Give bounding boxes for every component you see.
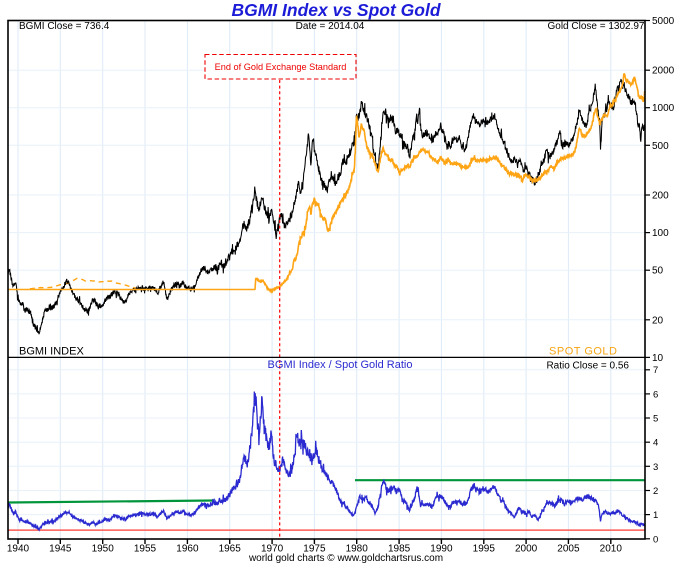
- svg-text:3: 3: [653, 462, 658, 473]
- svg-text:Ratio Close = 0.56: Ratio Close = 0.56: [546, 361, 629, 372]
- svg-text:BGMI Close = 736.4: BGMI Close = 736.4: [19, 21, 110, 32]
- svg-text:1950: 1950: [92, 544, 115, 555]
- svg-text:200: 200: [652, 191, 669, 202]
- svg-text:1995: 1995: [473, 544, 496, 555]
- svg-text:0: 0: [653, 534, 658, 545]
- svg-text:1955: 1955: [134, 544, 157, 555]
- svg-text:1990: 1990: [430, 544, 453, 555]
- svg-text:2000: 2000: [652, 66, 675, 77]
- svg-text:1960: 1960: [176, 544, 199, 555]
- svg-text:1000: 1000: [652, 103, 675, 114]
- svg-text:10: 10: [652, 353, 664, 364]
- svg-text:1: 1: [653, 510, 658, 521]
- svg-text:7: 7: [653, 365, 658, 376]
- svg-text:500: 500: [652, 141, 669, 152]
- svg-text:1985: 1985: [388, 544, 411, 555]
- svg-text:1945: 1945: [49, 544, 72, 555]
- svg-text:2005: 2005: [557, 544, 580, 555]
- svg-text:1965: 1965: [219, 544, 242, 555]
- svg-text:2000: 2000: [515, 544, 538, 555]
- svg-text:1970: 1970: [261, 544, 284, 555]
- svg-text:Date = 2014.04: Date = 2014.04: [296, 21, 365, 32]
- svg-text:BGMI Index / Spot Gold Ratio: BGMI Index / Spot Gold Ratio: [268, 359, 413, 371]
- svg-text:Gold Close = 1302.97: Gold Close = 1302.97: [547, 21, 644, 32]
- svg-text:SPOT GOLD: SPOT GOLD: [549, 346, 617, 358]
- svg-text:BGMI INDEX: BGMI INDEX: [19, 346, 84, 358]
- svg-text:1940: 1940: [7, 544, 30, 555]
- svg-text:1975: 1975: [303, 544, 326, 555]
- svg-text:End of Gold Exchange Standard: End of Gold Exchange Standard: [215, 62, 347, 72]
- svg-text:5000: 5000: [652, 16, 675, 27]
- svg-text:1980: 1980: [346, 544, 369, 555]
- svg-text:6: 6: [653, 389, 658, 400]
- svg-text:2010: 2010: [600, 544, 623, 555]
- svg-text:world gold charts © www.goldch: world gold charts © www.goldchartsrus.co…: [248, 553, 443, 564]
- svg-text:2: 2: [653, 486, 658, 497]
- svg-text:4: 4: [653, 438, 658, 449]
- svg-text:100: 100: [652, 228, 669, 239]
- svg-text:5: 5: [653, 414, 658, 425]
- svg-text:50: 50: [652, 266, 664, 277]
- svg-text:BGMI Index vs Spot Gold: BGMI Index vs Spot Gold: [231, 0, 440, 20]
- svg-text:20: 20: [652, 315, 664, 326]
